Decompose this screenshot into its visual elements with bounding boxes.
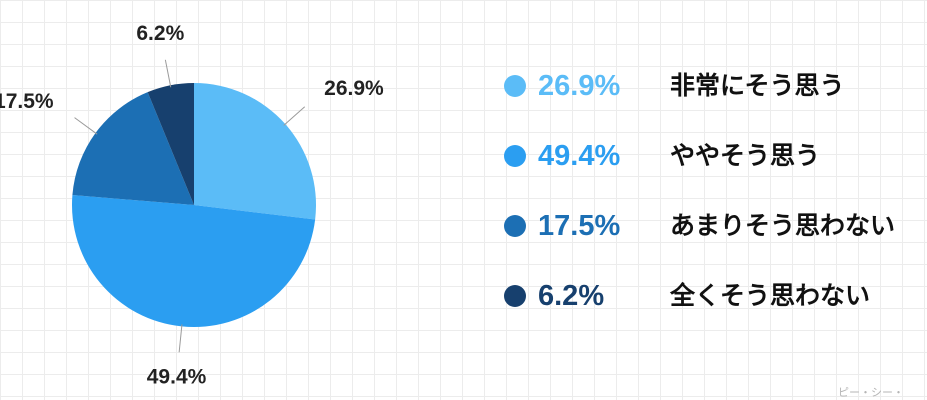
pie-slice-3 [147, 83, 194, 205]
legend-pct-1: 49.4% [538, 140, 621, 172]
watermark: ピー・シー・ [838, 386, 904, 399]
slice-label-2: 17.5% [0, 90, 54, 113]
legend-label-1: ややそう思う [670, 141, 821, 170]
pie-slice-2 [72, 92, 194, 205]
leader-line-2 [74, 117, 98, 135]
legend-dot-2 [504, 215, 526, 237]
legend-label-2: あまりそう思わない [670, 211, 896, 240]
legend-label-0: 非常にそう思う [670, 71, 845, 100]
legend-label-3: 全くそう思わない [670, 281, 871, 310]
pie-chart: 26.9% 49.4% 17.5% 6.2% [0, 22, 384, 389]
slice-label-0: 26.9% [324, 77, 384, 100]
pie-slice-1 [72, 195, 316, 327]
legend-pct-0: 26.9% [538, 70, 621, 102]
legend-pct-2: 17.5% [538, 210, 621, 242]
leader-line-0 [283, 106, 306, 126]
pie-slice-0 [194, 83, 316, 220]
leader-line-1 [178, 324, 183, 353]
slice-label-1: 49.4% [147, 366, 207, 389]
legend-dot-1 [504, 145, 526, 167]
legend-pct-3: 6.2% [538, 280, 605, 312]
leader-line-3 [164, 59, 172, 88]
legend-dot-0 [504, 75, 526, 97]
slice-label-3: 6.2% [136, 22, 184, 45]
legend-dot-3 [504, 285, 526, 307]
